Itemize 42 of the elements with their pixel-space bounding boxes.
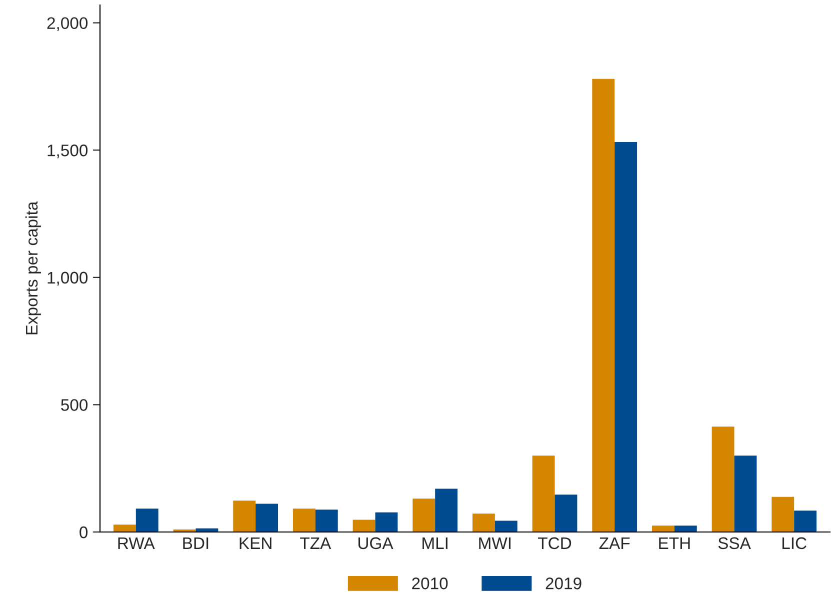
- x-tick-label: ZAF: [599, 537, 630, 549]
- y-tick-label: 1,000: [48, 272, 88, 286]
- x-tick-label: KEN: [240, 537, 272, 549]
- x-tick-label: RWA: [118, 537, 155, 549]
- bar: [375, 512, 398, 532]
- legend-label: 2010: [412, 578, 448, 590]
- bar: [113, 524, 136, 532]
- x-tick-label: MWI: [479, 537, 511, 549]
- bar: [472, 514, 495, 532]
- bar: [614, 142, 638, 532]
- bar: [652, 526, 674, 532]
- x-tick-label: MLI: [422, 537, 448, 549]
- bar: [136, 508, 158, 532]
- y-axis-title: Exports per capita: [25, 201, 41, 334]
- bar: [712, 426, 734, 532]
- bar: [734, 456, 757, 532]
- y-tick-label: 2,000: [47, 17, 88, 31]
- bar: [315, 510, 338, 532]
- x-tick-label: ETH: [659, 537, 690, 549]
- y-tick-label: 1,500: [48, 144, 88, 158]
- bar: [352, 520, 376, 532]
- x-tick-label: SSA: [718, 537, 751, 550]
- bar: [412, 498, 436, 532]
- bar: [674, 526, 697, 532]
- bar: [233, 500, 256, 532]
- bar: [435, 488, 458, 532]
- y-tick-label: 500: [61, 399, 88, 411]
- x-tick-label: TCD: [538, 537, 572, 550]
- bar: [532, 456, 555, 532]
- x-tick-label: BDI: [183, 537, 208, 549]
- legend-label: 2019: [546, 578, 582, 590]
- x-tick-label: UGA: [358, 537, 394, 550]
- y-tick-label: 0: [80, 526, 88, 538]
- bar: [794, 510, 817, 532]
- x-tick-label: TZA: [300, 537, 332, 549]
- bar: [592, 78, 615, 532]
- bar: [554, 494, 578, 532]
- bar: [256, 504, 278, 532]
- bar: [292, 508, 316, 532]
- x-tick-label: LIC: [782, 537, 806, 550]
- bar: [772, 496, 794, 532]
- bar: [494, 520, 518, 532]
